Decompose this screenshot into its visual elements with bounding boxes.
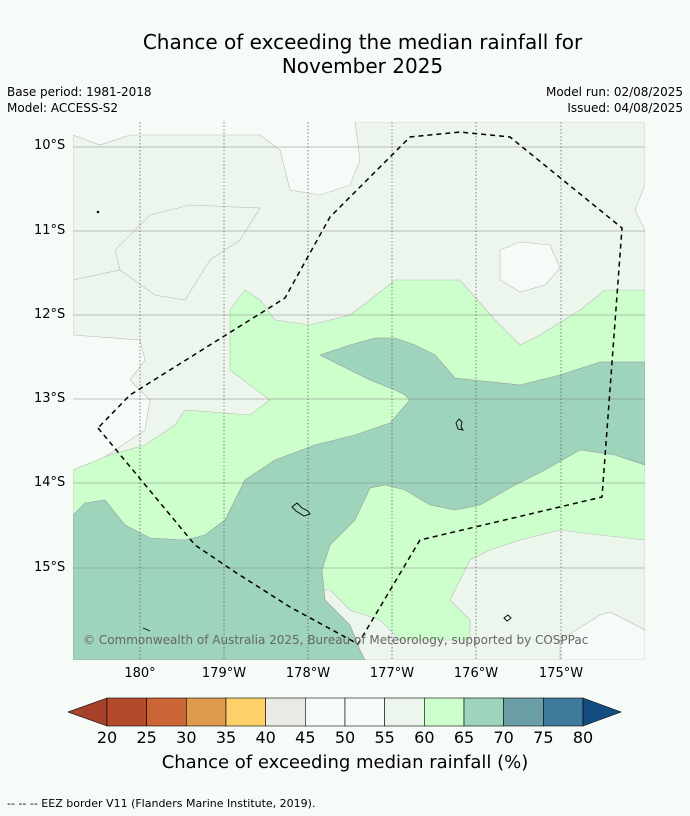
colorbar-tick-75: 75 xyxy=(533,728,554,747)
islands xyxy=(96,210,512,632)
lon-label-179w: 179°W xyxy=(201,666,247,681)
colorbar-tick-80: 80 xyxy=(572,728,594,747)
lat-label-10s: 10°S xyxy=(34,138,66,153)
colorbar xyxy=(68,697,622,727)
colorbar-bin-65-70 xyxy=(463,697,504,727)
island-dot xyxy=(96,210,100,214)
lat-label-14s: 14°S xyxy=(34,475,66,490)
title-line-2: November 2025 xyxy=(281,54,444,78)
lat-label-11s: 11°S xyxy=(34,223,66,238)
meta-left: Base period: 1981-2018 Model: ACCESS-S2 xyxy=(7,84,152,116)
colorbar-bin-70-75 xyxy=(503,697,544,727)
colorbar-bin-50-55 xyxy=(344,697,385,727)
colorbar-tick-70: 70 xyxy=(493,728,514,747)
colorbar-bin-75-80 xyxy=(543,697,584,727)
meridians xyxy=(139,122,562,660)
colorbar-label: Chance of exceeding median rainfall (%) xyxy=(161,752,529,773)
island-tiny-east xyxy=(455,418,464,431)
lat-label-13s: 13°S xyxy=(34,391,66,406)
base-period: Base period: 1981-2018 xyxy=(7,85,152,99)
lat-label-15s: 15°S xyxy=(34,560,66,575)
island-south-west xyxy=(142,627,151,632)
eez-border xyxy=(96,131,623,646)
colorbar-tick-65: 65 xyxy=(453,728,475,747)
colorbar-bin-25-30 xyxy=(146,697,187,727)
lon-label-177w: 177°W xyxy=(369,666,415,681)
colorbar-tick-60: 60 xyxy=(414,728,435,747)
model-name: Model: ACCESS-S2 xyxy=(7,101,119,115)
region-low-pocket xyxy=(499,241,561,293)
colorbar-tick-20: 20 xyxy=(96,728,118,747)
gridlines xyxy=(73,146,645,569)
colorbar-tick-40: 40 xyxy=(255,728,276,747)
lon-label-180: 180° xyxy=(124,666,156,681)
region-65-70-east xyxy=(73,337,645,660)
title-line-1: Chance of exceeding the median rainfall … xyxy=(142,30,583,54)
issued-date: Issued: 04/08/2025 xyxy=(567,101,683,115)
lon-label-178w: 178°W xyxy=(285,666,331,681)
colorbar-bin-20-25 xyxy=(106,697,147,727)
map-title: Chance of exceeding the median rainfall … xyxy=(0,30,690,78)
colorbar-bin-45-50 xyxy=(305,697,346,727)
colorbar-tick-45: 45 xyxy=(295,728,316,747)
colorbar-tick-35: 35 xyxy=(215,728,237,747)
colorbar-extend-high xyxy=(582,697,622,727)
colorbar-bin-35-40 xyxy=(225,697,266,727)
colorbar-extend-low xyxy=(68,697,108,727)
colorbar-bin-30-35 xyxy=(186,697,227,727)
island-south-east xyxy=(503,614,512,622)
colorbar-bin-55-60 xyxy=(384,697,425,727)
colorbar-tick-55: 55 xyxy=(374,728,395,747)
colorbar-tick-30: 30 xyxy=(176,728,197,747)
lon-label-175w: 175°W xyxy=(538,666,584,681)
eez-footnote: -- -- -- EEZ border V11 (Flanders Marine… xyxy=(7,797,316,810)
colorbar-bin-60-65 xyxy=(424,697,465,727)
lon-label-176w: 176°W xyxy=(453,666,499,681)
region-white-south-east xyxy=(559,611,645,660)
island-west xyxy=(291,502,311,517)
meta-right: Model run: 02/08/2025 Issued: 04/08/2025 xyxy=(546,84,683,116)
model-run: Model run: 02/08/2025 xyxy=(545,85,683,99)
colorbar-tick-50: 50 xyxy=(334,728,356,747)
rainfall-map xyxy=(73,122,645,660)
copyright-notice: © Commonwealth of Australia 2025, Bureau… xyxy=(83,633,589,647)
lat-label-12s: 12°S xyxy=(34,307,66,322)
colorbar-bin-40-45 xyxy=(265,697,306,727)
colorbar-tick-25: 25 xyxy=(136,728,157,747)
